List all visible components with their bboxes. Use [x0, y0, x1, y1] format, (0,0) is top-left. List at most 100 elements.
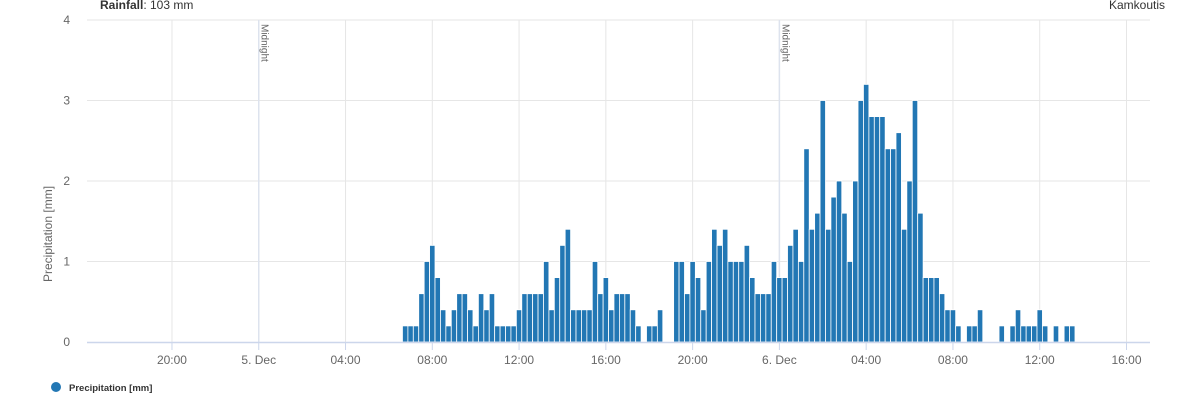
y-tick-label: 1: [63, 255, 70, 269]
precipitation-bar: [1036, 309, 1043, 343]
precipitation-bar: [955, 325, 962, 343]
precipitation-bar: [1052, 325, 1060, 343]
x-tick-label: 08:00: [417, 353, 447, 367]
precipitation-bar: [863, 84, 870, 343]
x-tick-label: 16:00: [591, 353, 621, 367]
precipitation-bar: [1031, 325, 1038, 343]
precipitation-bar: [906, 180, 913, 343]
precipitation-bar: [949, 309, 957, 343]
axes: 0 1 2 3 4 20:00 5. Dec 04:00 08:00 12:00 16:00 20:0…: [63, 13, 1150, 367]
precipitation-bar: [689, 261, 696, 343]
precipitation-bar: [890, 148, 897, 343]
precipitation-bar: [895, 132, 902, 343]
precipitation-bar: [911, 100, 919, 343]
precipitation-bar: [656, 309, 664, 343]
precipitation-bar: [624, 293, 631, 343]
precipitation-bar: [971, 325, 978, 343]
precipitation-bar: [1025, 325, 1032, 343]
precipitation-bar: [808, 228, 816, 343]
rainfall-value: : 103 mm: [143, 0, 193, 12]
precipitation-bar: [629, 309, 637, 343]
precipitation-bar: [564, 228, 571, 343]
precipitation-bar: [857, 100, 864, 343]
x-tick-label: 16:00: [1111, 353, 1141, 367]
precipitation-bar: [570, 309, 577, 343]
legend-item[interactable]: Precipitation [mm]: [51, 382, 152, 394]
precipitation-bar: [797, 261, 805, 343]
y-tick-label: 4: [63, 13, 70, 27]
precipitation-bar: [407, 325, 414, 343]
precipitation-bar: [938, 293, 946, 343]
precipitation-bar: [998, 325, 1005, 343]
precipitation-bar: [581, 309, 588, 343]
midnight-label: Midnight: [259, 24, 270, 62]
precipitation-bar: [781, 277, 788, 343]
precipitation-bar: [521, 293, 528, 343]
legend-label: Precipitation [mm]: [69, 383, 152, 394]
x-tick-label: 12:00: [1025, 353, 1055, 367]
precipitation-bar: [575, 309, 582, 343]
precipitation-bar: [532, 293, 539, 343]
precipitation-bar: [456, 293, 463, 343]
precipitation-bar: [488, 293, 496, 343]
precipitation-bar: [705, 261, 713, 343]
precipitation-bar: [467, 309, 474, 343]
precipitation-bar: [678, 261, 685, 343]
precipitation-bar: [651, 325, 658, 343]
precipitation-bar: [868, 116, 875, 343]
precipitation-bar: [646, 325, 653, 343]
precipitation-bar: [434, 277, 441, 343]
precipitation-bar: [770, 261, 778, 343]
precipitation-bar: [792, 228, 799, 343]
precipitation-bar: [727, 261, 734, 343]
precipitation-bar: [776, 277, 783, 343]
precipitation-bar: [879, 116, 886, 343]
precipitation-bar: [548, 309, 555, 343]
precipitation-bar: [749, 277, 756, 343]
precipitation-bar: [830, 196, 837, 343]
precipitation-bar: [440, 309, 447, 343]
precipitation-bar: [423, 261, 430, 343]
precipitation-bar: [445, 325, 452, 343]
precipitation-bar: [515, 309, 523, 343]
precipitation-bar: [586, 309, 593, 343]
precipitation-bar: [1014, 309, 1022, 343]
precipitation-bar: [684, 293, 691, 343]
precipitation-bar: [760, 293, 767, 343]
precipitation-bar: [499, 325, 506, 343]
precipitation-bar: [694, 277, 702, 343]
precipitation-bar: [1063, 325, 1070, 343]
precipitation-bar: [722, 228, 729, 343]
precipitation-bar: [922, 277, 929, 343]
precipitation-bar: [1069, 325, 1076, 343]
precipitation-bar: [976, 309, 984, 343]
x-tick-label: 04:00: [331, 353, 361, 367]
precipitation-bar: [543, 261, 550, 343]
precipitation-bar: [966, 325, 973, 343]
rainfall-label: Rainfall: [100, 0, 143, 12]
precipitation-bar: [835, 180, 843, 343]
precipitation-bar: [526, 293, 534, 343]
precipitation-bar: [483, 309, 490, 343]
precipitation-bar: [1009, 325, 1016, 343]
x-tick-label: 04:00: [851, 353, 881, 367]
precipitation-bar: [944, 309, 951, 343]
precipitation-bar: [1042, 325, 1049, 343]
precipitation-bar: [402, 325, 409, 343]
precipitation-bar: [754, 293, 761, 343]
station-name: Kamkoutis: [1109, 0, 1165, 12]
precipitation-bar: [635, 325, 642, 343]
precipitation-bar: [700, 309, 707, 343]
precipitation-bar: [711, 228, 718, 343]
precipitation-bar: [613, 293, 620, 343]
precipitation-bar: [472, 325, 479, 343]
midnight-label: Midnight: [779, 24, 790, 62]
precipitation-bar: [814, 212, 821, 343]
y-tick-label: 2: [63, 174, 70, 188]
y-axis-label: Precipitation [mm]: [41, 186, 55, 282]
precipitation-bar: [803, 148, 810, 343]
precipitation-bar: [510, 325, 517, 343]
precipitation-bar: [461, 293, 468, 343]
rainfall-total: Rainfall: 103 mm: [100, 0, 193, 12]
